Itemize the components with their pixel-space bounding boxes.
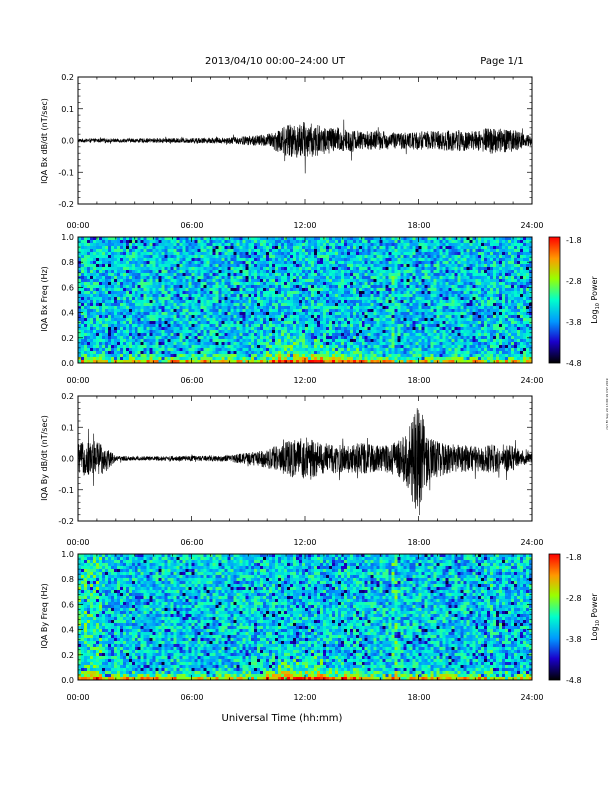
x-axis-title: Universal Time (hh:mm) xyxy=(222,713,343,724)
x-tick-label: 24:00 xyxy=(520,376,543,385)
y-tick-label: 0.6 xyxy=(61,283,74,292)
y-tick-label: 0.4 xyxy=(61,309,74,318)
x-tick-label: 18:00 xyxy=(407,376,430,385)
colorbar-tick: -1.8 xyxy=(566,553,582,562)
x-tick-label: 24:00 xyxy=(520,538,543,547)
plot-frame xyxy=(77,395,533,522)
colorbar-label-sub: 10 xyxy=(595,620,601,626)
x-tick-label: 06:00 xyxy=(180,376,203,385)
colorbar-label-suffix: Power xyxy=(590,593,599,620)
colorbar-label-suffix: Power xyxy=(590,276,599,303)
y-tick-label: -0.1 xyxy=(58,486,74,495)
x-tick-label: 12:00 xyxy=(293,376,316,385)
x-tick-label: 24:00 xyxy=(520,221,543,230)
y-tick-label: 0.2 xyxy=(61,334,74,343)
y-tick-label: 0.1 xyxy=(61,423,74,432)
x-tick-label: 12:00 xyxy=(293,693,316,702)
by-freq-ylabel: IQA By Freq (Hz) xyxy=(40,583,49,649)
by-dbdt-ylabel: IQA By dB/dt (nT/sec) xyxy=(40,415,49,501)
colorbar-label: Log10 Power xyxy=(590,276,601,324)
x-tick-label: 06:00 xyxy=(180,693,203,702)
colorbar-tick: -4.8 xyxy=(566,359,582,368)
colorbar-label-sub: 10 xyxy=(595,303,601,309)
y-tick-label: 0.8 xyxy=(61,258,74,267)
colorbar-tick: -4.8 xyxy=(566,676,582,685)
bx-spectrogram-panel: IQA Bx Freq (Hz) 1.0 0.8 0.6 0.4 0.2 0.0 xyxy=(40,233,533,368)
page-title: 2013/04/10 00:00–24:00 UT xyxy=(205,56,346,67)
y-tick-label: -0.2 xyxy=(58,200,74,209)
y-tick-label: 0.0 xyxy=(61,359,74,368)
y-tick-label: 0.4 xyxy=(61,626,74,635)
y-tick-label: 0.0 xyxy=(61,676,74,685)
x-tick-label: 18:00 xyxy=(407,221,430,230)
page-number: Page 1/1 xyxy=(480,56,523,67)
by-dbdt-panel: IQA By dB/dt (nT/sec) 0.2 0.1 0.0 -0.1 -0.2 xyxy=(40,392,533,526)
x-ticks-panel-4: 00:00 06:00 12:00 18:00 24:00 xyxy=(66,693,543,702)
x-tick-label: 18:00 xyxy=(407,538,430,547)
y-tick-label: 0.6 xyxy=(61,600,74,609)
y-tick-label: 0.2 xyxy=(61,392,74,401)
by-spectrogram-image xyxy=(78,554,532,680)
x-tick-label: 00:00 xyxy=(66,693,89,702)
colorbar-bx-scale xyxy=(548,236,561,364)
colorbar-tick: -2.8 xyxy=(566,277,582,286)
plot-frame xyxy=(77,236,533,364)
x-tick-label: 06:00 xyxy=(180,221,203,230)
y-tick-label: 0.8 xyxy=(61,575,74,584)
x-tick-label: 24:00 xyxy=(520,693,543,702)
x-tick-label: 18:00 xyxy=(407,693,430,702)
x-tick-label: 06:00 xyxy=(180,538,203,547)
colorbar-tick: -3.8 xyxy=(566,318,582,327)
colorbar-label: Log10 Power xyxy=(590,593,601,641)
y-tick-label: 0.0 xyxy=(61,137,74,146)
y-tick-label: -0.1 xyxy=(58,168,74,177)
by-spectrogram-panel: IQA By Freq (Hz) 1.0 0.8 0.6 0.4 0.2 0.0 xyxy=(40,550,533,685)
colorbar-tick: -2.8 xyxy=(566,594,582,603)
colorbar-bx: -1.8 -2.8 -3.8 -4.8 Log10 Power xyxy=(548,236,601,368)
colorbar-by-scale xyxy=(548,553,561,681)
x-ticks-panel-2: 00:00 06:00 12:00 18:00 24:00 xyxy=(66,376,543,385)
colorbar-tick: -1.8 xyxy=(566,236,582,245)
y-tick-label: 0.2 xyxy=(61,73,74,82)
y-tick-label: 1.0 xyxy=(61,550,74,559)
y-tick-label: 0.2 xyxy=(61,651,74,660)
y-tick-label: -0.2 xyxy=(58,517,74,526)
colorbar-by: -1.8 -2.8 -3.8 -4.8 Log10 Power xyxy=(548,553,601,685)
plot-frame xyxy=(77,76,533,205)
bx-dbdt-ylabel: IQA Bx dB/dt (nT/sec) xyxy=(40,98,49,184)
bx-spectrogram-image xyxy=(78,237,532,363)
colorbar-label-prefix: Log xyxy=(590,309,599,323)
y-tick-label: 0.1 xyxy=(61,105,74,114)
y-tick-label: 0.0 xyxy=(61,455,74,464)
colorbar-label-prefix: Log xyxy=(590,626,599,640)
x-tick-label: 00:00 xyxy=(66,376,89,385)
x-ticks-panel-3: 00:00 06:00 12:00 18:00 24:00 xyxy=(66,538,543,547)
x-tick-label: 12:00 xyxy=(293,221,316,230)
x-tick-label: 00:00 xyxy=(66,221,89,230)
side-note: mrt Fri Sep 20 13:00:19 CST 2019 xyxy=(605,378,609,429)
y-tick-label: 1.0 xyxy=(61,233,74,242)
plot-frame xyxy=(77,553,533,681)
bx-freq-ylabel: IQA Bx Freq (Hz) xyxy=(40,266,49,332)
colorbar-tick: -3.8 xyxy=(566,635,582,644)
x-tick-label: 00:00 xyxy=(66,538,89,547)
bx-dbdt-series-line xyxy=(78,119,532,174)
by-dbdt-series-line xyxy=(78,408,532,516)
bx-dbdt-panel: IQA Bx dB/dt (nT/sec) 0.2 0.1 0.0 -0.1 -0.2 xyxy=(40,73,533,209)
x-tick-label: 12:00 xyxy=(293,538,316,547)
x-ticks-panel-1: 00:00 06:00 12:00 18:00 24:00 xyxy=(66,221,543,230)
